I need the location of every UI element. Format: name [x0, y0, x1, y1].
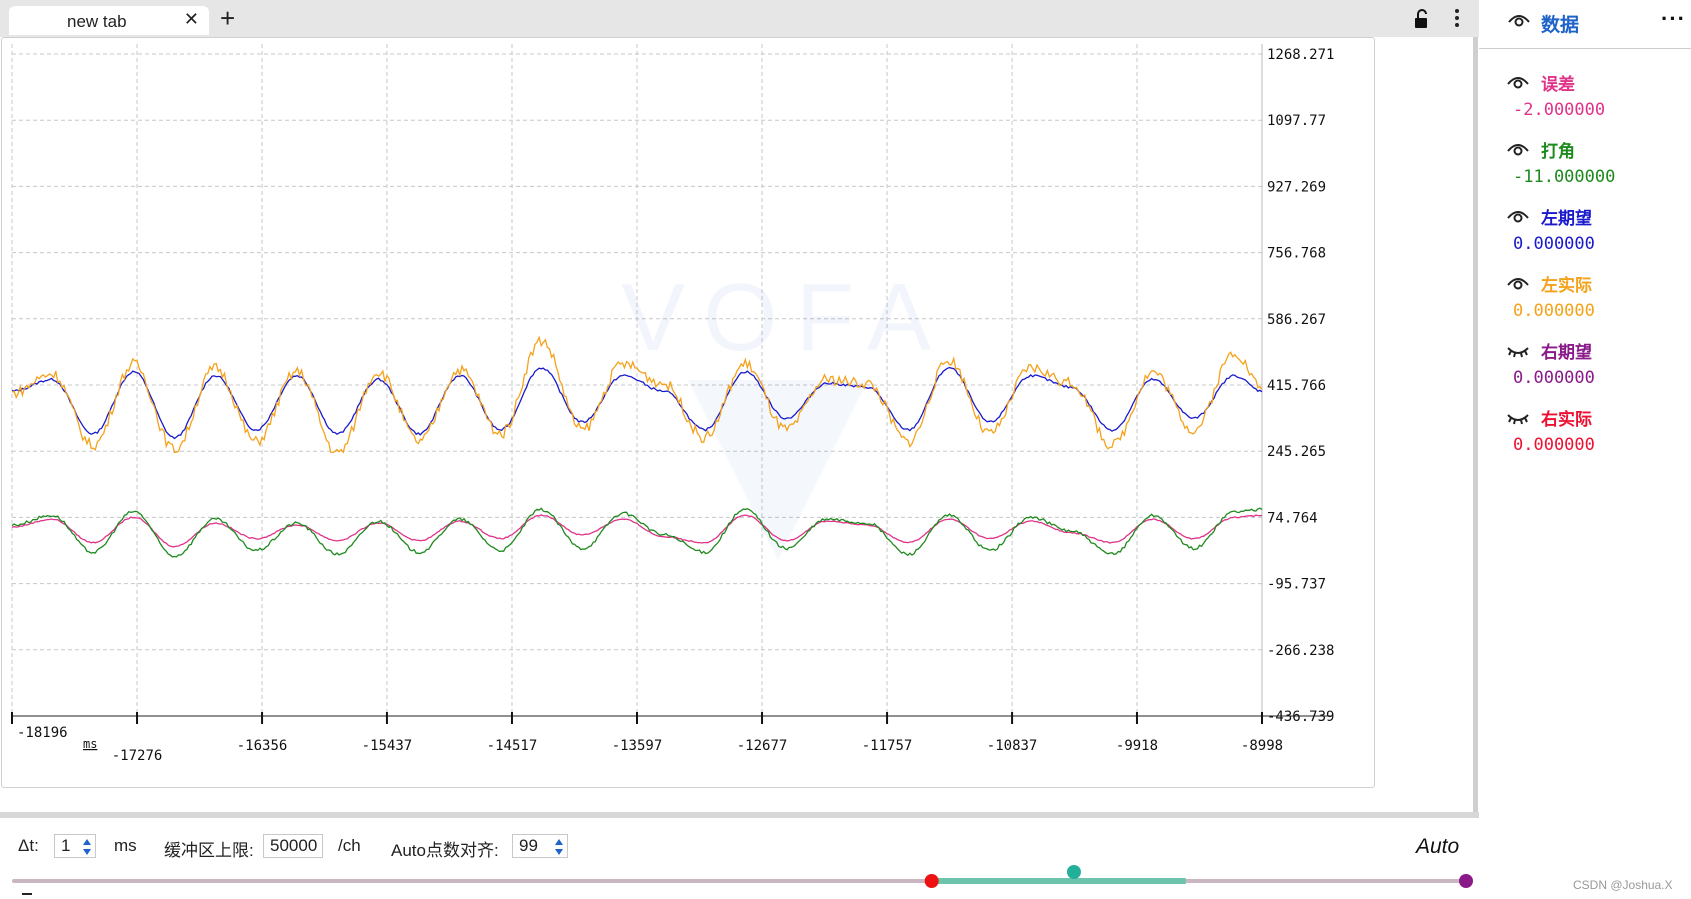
y-tick-label: -436.739 — [1267, 709, 1334, 725]
y-tick-label: 245.265 — [1267, 444, 1326, 460]
x-tick-label: -17276 — [112, 748, 163, 764]
dt-value: 1 — [61, 836, 71, 855]
x-tick-label: -16356 — [237, 738, 288, 754]
watermark-text: VOFA — [621, 264, 949, 371]
y-tick-label: 927.269 — [1267, 179, 1326, 195]
series-line-0 — [11, 366, 1263, 440]
align-value: 99 — [519, 836, 538, 855]
channel-name: 右实际 — [1541, 410, 1592, 429]
waveform-chart[interactable]: VOFA 1268.271 1097.77 927.269 756.768 586.26… — [0, 0, 1479, 812]
channel-value: 0.000000 — [1513, 368, 1595, 388]
channel-name: 左实际 — [1541, 276, 1592, 295]
series-line-2 — [11, 514, 1263, 548]
channel-value: -2.000000 — [1513, 100, 1606, 120]
x-tick-label: -8998 — [1241, 738, 1283, 754]
eye-closed-icon[interactable] — [1507, 342, 1529, 363]
watermark-v-shape — [688, 380, 868, 560]
channel-row[interactable]: 左实际 0.000000 — [1479, 265, 1691, 333]
grid — [11, 44, 1332, 717]
buffer-label: 缓冲区上限: — [164, 841, 254, 860]
eye-closed-icon[interactable] — [1507, 409, 1529, 430]
eye-icon[interactable] — [1508, 12, 1530, 33]
sidebar-title: 数据 — [1541, 15, 1580, 36]
data-sidebar: 数据 ··· 误差 -2.000000 打角 -11.000000 左期望 0.00000… — [1479, 0, 1691, 899]
channel-name: 打角 — [1541, 142, 1575, 161]
x-tick-label: -15437 — [362, 738, 413, 754]
eye-icon[interactable] — [1507, 208, 1529, 229]
plot-panel[interactable] — [0, 37, 1479, 812]
spin-arrows-icon — [83, 839, 91, 855]
add-tab-icon[interactable]: + — [220, 3, 236, 33]
plot-frame — [1, 37, 1375, 788]
slider-mid-handle — [1066, 865, 1081, 879]
channel-value: 0.000000 — [1513, 234, 1595, 254]
buffer-value: 50000 — [270, 836, 318, 855]
y-tick-label: 1097.77 — [1267, 113, 1326, 129]
lock-icon[interactable] — [1413, 9, 1431, 34]
channel-name: 误差 — [1541, 75, 1575, 94]
tab-bar: new tab ✕ + — [0, 0, 1479, 37]
eye-icon[interactable] — [1507, 141, 1529, 162]
channel-row[interactable]: 打角 -11.000000 — [1479, 131, 1691, 199]
channel-row[interactable]: 右实际 0.000000 — [1479, 399, 1691, 467]
buffer-input[interactable]: 50000 — [263, 834, 323, 858]
channel-row[interactable]: 左期望 0.000000 — [1479, 198, 1691, 266]
y-tick-label: 1268.271 — [1267, 47, 1334, 63]
vertical-scrollbar[interactable] — [1473, 37, 1478, 812]
slider-end-handle — [1459, 874, 1473, 888]
dt-label: Δt: — [18, 836, 39, 855]
tab-new[interactable]: new tab ✕ — [9, 6, 209, 35]
kebab-menu-icon[interactable] — [1453, 8, 1461, 33]
eye-icon[interactable] — [1507, 74, 1529, 95]
auto-button[interactable]: Auto — [1416, 835, 1460, 858]
channel-value: 0.000000 — [1513, 301, 1595, 321]
y-tick-label: 74.764 — [1267, 510, 1318, 526]
controls-bar — [0, 820, 1479, 899]
x-tick-label: -11757 — [862, 738, 913, 754]
series-line-3 — [11, 507, 1263, 558]
x-tick-label: -12677 — [737, 738, 788, 754]
x-tick-label: -18196 — [17, 725, 68, 741]
slider-start-handle — [924, 874, 939, 888]
y-tick-label: 415.766 — [1267, 378, 1326, 394]
channel-value: -11.000000 — [1513, 167, 1616, 187]
close-tab-icon[interactable]: ✕ — [183, 9, 199, 29]
align-spinbox[interactable]: 99 — [512, 834, 568, 858]
x-tick-label: -14517 — [487, 738, 538, 754]
y-tick-label: -266.238 — [1267, 643, 1334, 659]
channel-row[interactable]: 右期望 0.000000 — [1479, 332, 1691, 400]
more-options-icon[interactable]: ··· — [1661, 6, 1686, 31]
dt-unit: ms — [114, 836, 137, 855]
credit-text: CSDN @Joshua.X — [1573, 878, 1673, 892]
x-tick-label: -9918 — [1116, 738, 1158, 754]
tab-label: new tab — [67, 12, 127, 31]
dt-spinbox[interactable]: 1 — [54, 834, 96, 858]
x-axis-ticks: -18196 -17276 -16356 -15437 -14517 -13597 -126… — [11, 712, 1283, 764]
bottom-edge-icon — [22, 893, 32, 899]
channel-name: 左期望 — [1541, 209, 1592, 228]
x-unit-label: ms — [83, 737, 97, 751]
channel-name: 右期望 — [1541, 343, 1592, 362]
series-group — [11, 335, 1263, 558]
y-tick-label: -95.737 — [1267, 577, 1326, 593]
buffer-unit: /ch — [338, 836, 361, 855]
x-tick-label: -10837 — [987, 738, 1038, 754]
channel-row[interactable]: 误差 -2.000000 — [1479, 64, 1691, 132]
sidebar-header: 数据 ··· — [1479, 0, 1691, 49]
y-tick-label: 756.768 — [1267, 246, 1326, 262]
series-line-1 — [11, 335, 1263, 454]
range-slider[interactable] — [0, 864, 1479, 894]
horizontal-scrollbar[interactable] — [0, 812, 1479, 818]
x-tick-label: -13597 — [612, 738, 663, 754]
y-tick-label: 586.267 — [1267, 312, 1326, 328]
channel-value: 0.000000 — [1513, 435, 1595, 455]
eye-icon[interactable] — [1507, 275, 1529, 296]
y-axis-ticks: 1268.271 1097.77 927.269 756.768 586.267 415.… — [1267, 47, 1334, 725]
align-label: Auto点数对齐: — [391, 841, 499, 860]
spin-arrows-icon — [555, 839, 563, 855]
